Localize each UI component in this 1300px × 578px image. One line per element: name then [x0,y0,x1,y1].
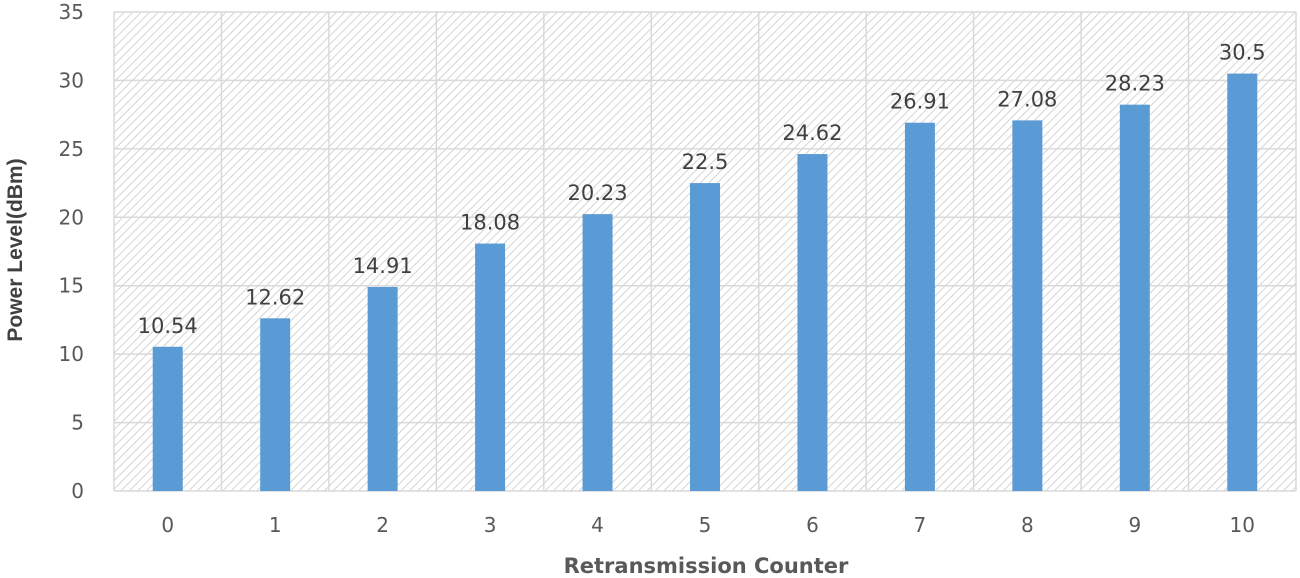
bar [152,346,183,491]
bar [797,154,828,491]
x-tick-label: 4 [591,513,604,537]
data-label: 14.91 [353,254,413,278]
x-tick-label: 10 [1230,513,1255,537]
y-tick-label: 10 [59,342,84,366]
x-tick-label: 0 [161,513,174,537]
bar [1012,120,1043,491]
bar [904,122,935,491]
bar [1227,73,1258,491]
x-tick-label: 5 [699,513,712,537]
x-tick-label: 7 [914,513,927,537]
data-label: 26.91 [890,90,950,114]
bar [367,286,398,491]
data-label: 27.08 [997,87,1057,111]
y-tick-label: 15 [59,274,84,298]
y-tick-label: 5 [71,411,84,435]
bar-series [152,73,1258,492]
x-tick-label: 2 [376,513,389,537]
data-label: 22.5 [682,150,729,174]
x-axis-ticks: 0 1 2 3 4 5 6 7 8 9 10 [161,513,1255,537]
x-tick-label: 6 [806,513,819,537]
x-tick-label: 1 [269,513,282,537]
y-tick-label: 0 [71,479,84,503]
bar [475,243,506,491]
bar [582,214,613,491]
bar [690,183,720,492]
x-tick-label: 8 [1021,513,1034,537]
data-label: 18.08 [460,211,520,235]
x-tick-label: 3 [484,513,497,537]
y-tick-label: 20 [59,205,84,229]
bar [1119,104,1150,491]
data-labels: 10.54 12.62 14.91 18.08 20.23 22.5 24.62 26.91 2… [138,41,1266,338]
y-tick-label: 25 [59,137,84,161]
data-label: 20.23 [567,181,627,205]
x-tick-label: 9 [1128,513,1141,537]
y-axis-ticks: 0 5 10 15 20 25 30 35 [59,0,84,503]
data-label: 28.23 [1105,72,1165,96]
data-label: 30.5 [1219,41,1266,65]
bar [260,318,291,491]
data-label: 24.62 [782,121,842,145]
y-axis-title: Power Level(dBm) [4,158,27,341]
x-axis-title: Retransmission Counter [564,554,849,578]
data-label: 12.62 [245,285,305,309]
y-tick-label: 35 [59,0,84,24]
data-label: 10.54 [138,314,198,338]
y-tick-label: 30 [59,68,84,92]
